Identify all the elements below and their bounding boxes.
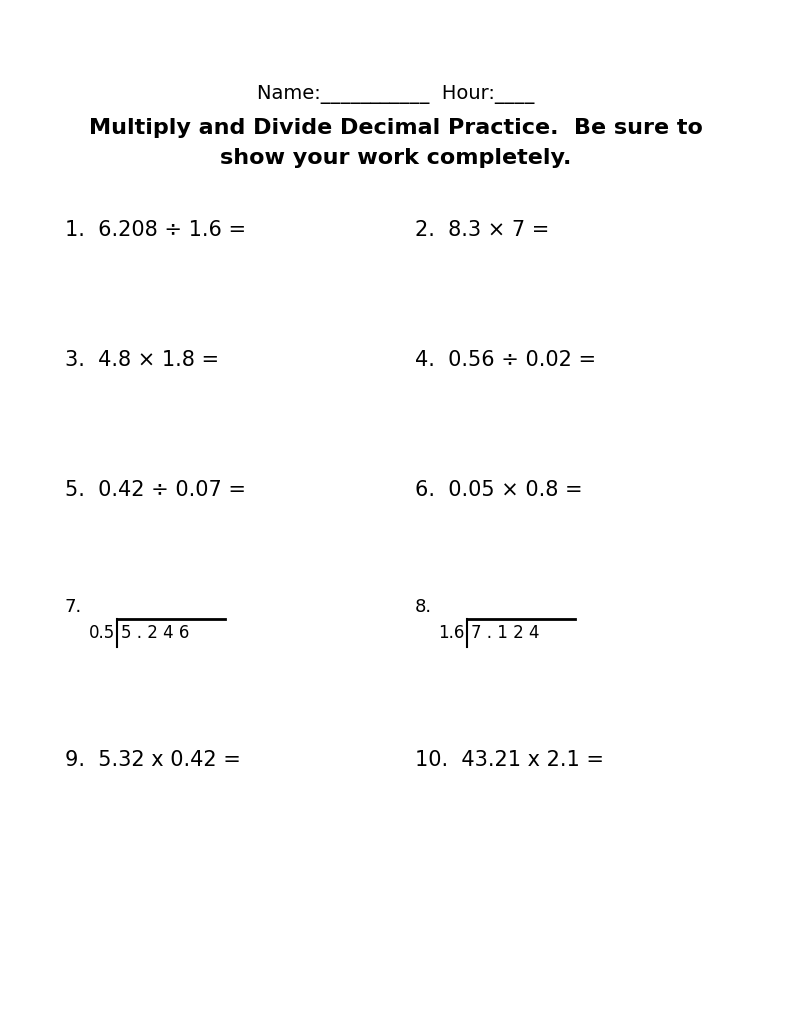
Text: 6.  0.05 × 0.8 =: 6. 0.05 × 0.8 = xyxy=(415,480,583,500)
Text: 7 . 1 2 4: 7 . 1 2 4 xyxy=(471,624,539,642)
Text: 5.  0.42 ÷ 0.07 =: 5. 0.42 ÷ 0.07 = xyxy=(65,480,246,500)
Text: Name:___________  Hour:____: Name:___________ Hour:____ xyxy=(257,85,534,104)
Text: 4.  0.56 ÷ 0.02 =: 4. 0.56 ÷ 0.02 = xyxy=(415,350,596,370)
Text: Multiply and Divide Decimal Practice.  Be sure to: Multiply and Divide Decimal Practice. Be… xyxy=(89,118,703,138)
Text: 7.: 7. xyxy=(65,598,82,616)
Text: 5 . 2 4 6: 5 . 2 4 6 xyxy=(121,624,190,642)
Text: 2.  8.3 × 7 =: 2. 8.3 × 7 = xyxy=(415,220,550,240)
Text: 1.  6.208 ÷ 1.6 =: 1. 6.208 ÷ 1.6 = xyxy=(65,220,246,240)
Text: 3.  4.8 × 1.8 =: 3. 4.8 × 1.8 = xyxy=(65,350,219,370)
Text: 0.5: 0.5 xyxy=(89,624,115,642)
Text: 8.: 8. xyxy=(415,598,432,616)
Text: 9.  5.32 x 0.42 =: 9. 5.32 x 0.42 = xyxy=(65,750,241,770)
Text: 1.6: 1.6 xyxy=(439,624,465,642)
Text: 10.  43.21 x 2.1 =: 10. 43.21 x 2.1 = xyxy=(415,750,604,770)
Text: show your work completely.: show your work completely. xyxy=(220,148,572,168)
